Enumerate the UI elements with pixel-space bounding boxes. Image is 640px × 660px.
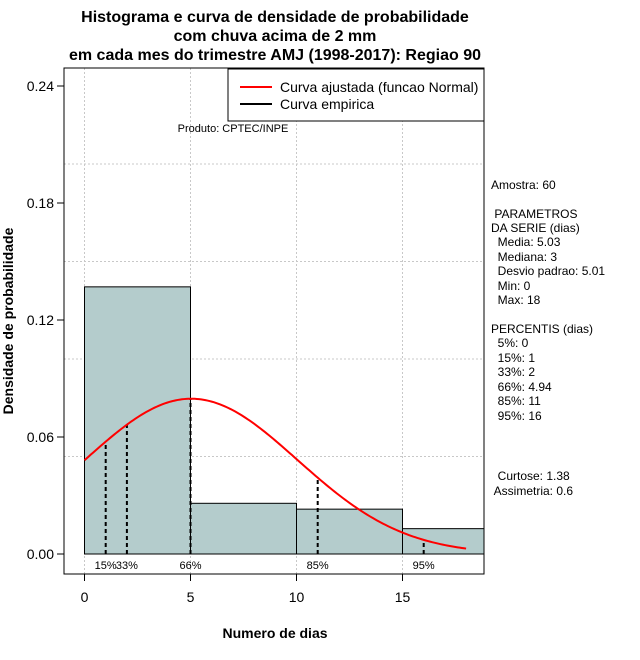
stat-line-10: PERCENTIS (dias): [491, 322, 593, 336]
stat-line-13: 33%: 2: [491, 365, 535, 379]
percentile-label-0: 15%: [95, 560, 117, 572]
stat-line-14: 66%: 4.94: [491, 380, 552, 394]
histogram-bars: [84, 286, 485, 555]
percentile-label-3: 85%: [307, 560, 329, 572]
stat-line-12: 15%: 1: [491, 351, 535, 365]
histogram-bar-2: [296, 508, 403, 555]
stat-line-8: Max: 18: [491, 293, 541, 307]
histogram-bar-3: [402, 528, 485, 555]
percentile-label-4: 95%: [413, 560, 435, 572]
title-line-2: com chuva acima de 2 mm: [174, 28, 377, 45]
legend-box: [227, 68, 485, 122]
percentile-markers: 15% 33% 66% 85% 95%: [95, 398, 435, 572]
chart-title: Histograma e curva de densidade de proba…: [69, 9, 481, 64]
stat-line-0: Amostra: 60: [491, 178, 556, 192]
stat-line-6: Desvio padrao: 5.01: [491, 264, 605, 278]
x-tick-label-2: 10: [289, 589, 305, 605]
legend-fitted-label: Curva ajustada (funcao Normal): [280, 79, 478, 95]
stat-line-2: PARAMETROS: [491, 207, 577, 221]
histogram-bar-0: [84, 286, 191, 555]
stat-line-4: Media: 5.03: [491, 235, 561, 249]
stat-line-3: DA SERIE (dias): [491, 221, 580, 235]
title-line-1: Histograma e curva de densidade de proba…: [81, 9, 469, 26]
x-axis: 0 5 10 15: [81, 574, 411, 605]
stat-line-7: Min: 0: [491, 279, 531, 293]
y-axis-title: Densidade de probabilidade: [0, 227, 16, 414]
legend-empirical-label: Curva empirica: [280, 96, 374, 112]
stat-line-18: Curtose: 1.38: [491, 469, 570, 483]
plot-frame: [63, 67, 485, 575]
title-line-3: em cada mes do trimestre AMJ (1998-2017)…: [69, 47, 481, 64]
x-axis-title: Numero de dias: [222, 625, 327, 641]
stat-line-19: Assimetria: 0.6: [491, 484, 573, 498]
stat-line-16: 95%: 16: [491, 409, 542, 423]
x-tick-label-0: 0: [81, 589, 89, 605]
y-axis: 0.00 0.06 0.12 0.18 0.24: [27, 78, 64, 562]
stat-line-11: 5%: 0: [491, 336, 529, 350]
fitted-normal-curve: [83, 397, 467, 550]
y-tick-label-0: 0.00: [27, 546, 54, 562]
legend: Curva ajustada (funcao Normal) Curva emp…: [227, 68, 485, 122]
x-tick-label-1: 5: [187, 589, 195, 605]
percentile-label-2: 66%: [179, 560, 201, 572]
y-tick-label-3: 0.18: [27, 195, 54, 211]
x-tick-label-3: 15: [395, 589, 411, 605]
y-tick-label-1: 0.06: [27, 429, 54, 445]
histogram-bar-1: [190, 502, 297, 555]
y-tick-label-2: 0.12: [27, 312, 54, 328]
fitted-curve-group: [83, 397, 467, 550]
product-note: Produto: CPTEC/INPE: [178, 123, 289, 135]
stat-line-15: 85%: 11: [491, 394, 541, 408]
stat-line-5: Mediana: 3: [491, 250, 557, 264]
y-tick-label-4: 0.24: [27, 78, 54, 94]
percentile-label-1: 33%: [116, 560, 138, 572]
